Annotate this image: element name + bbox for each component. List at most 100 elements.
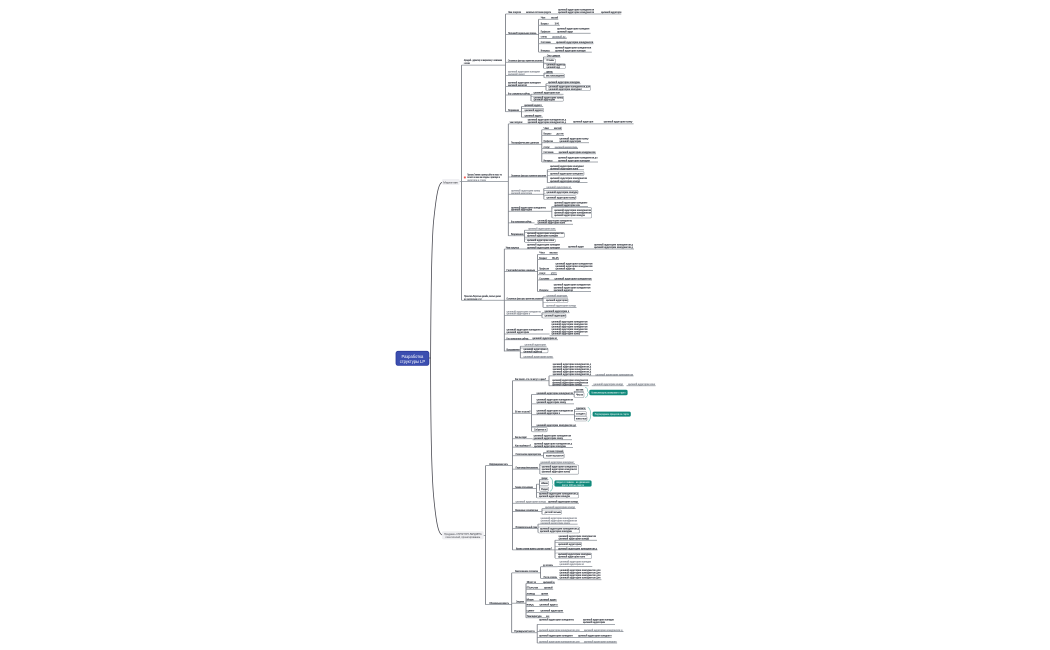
svg-text:целевой аудито: целевой аудито <box>540 604 559 607</box>
svg-text:Основные факторы принятия реше: Основные факторы принятия решения <box>507 298 544 301</box>
svg-text:структуры LP: структуры LP <box>400 359 426 364</box>
svg-text:целевой аудитори: целевой аудитори <box>547 294 568 297</box>
svg-text:целевой аудитории конкурент: целевой аудитории конкурент <box>550 172 584 175</box>
svg-text:десктопе и стиле: десктопе и стиле <box>467 179 486 182</box>
svg-text:целевой аудитории конкурентов: целевой аудитории конкурентов <box>559 151 596 154</box>
svg-text:местонахождение: местонахождение <box>546 75 565 78</box>
svg-text:Продумать СТРУКТУРУ ЛЕНДИНГА: Продумать СТРУКТУРУ ЛЕНДИНГА <box>444 533 482 536</box>
svg-text:целевой аудитории конкурент: целевой аудитории конкурент <box>539 635 574 638</box>
svg-text:целевой аудитории: целевой аудитории <box>555 146 578 149</box>
svg-text:целевой аудито: целевой аудито <box>524 104 542 107</box>
svg-text:целевой а: целевой а <box>543 581 555 584</box>
svg-text:целевой аудитории конку: целевой аудитории конку <box>552 333 581 336</box>
svg-text:Географические данные: Географические данные <box>507 269 536 272</box>
svg-text:целевой аудитории конкурентов: целевой аудитории конкурентов д <box>539 493 579 496</box>
svg-text:Числа: Числа <box>576 394 584 397</box>
svg-text:целевой аудитории конкурентов: целевой аудитории конкурентов <box>552 323 589 326</box>
svg-text:Информационная часть: Информационная часть <box>489 463 508 466</box>
svg-text:целевой аудитории: целевой аудитории <box>511 192 533 195</box>
svg-text:целевой аудитории конкурентов: целевой аудитории конкурентов <box>541 517 578 520</box>
svg-text:Интересы: Интересы <box>544 159 553 162</box>
svg-text:целевой аудитории конкурентов: целевой аудитории конкурентов д <box>553 363 592 366</box>
svg-text:целевой аудитории конкур: целевой аудитории конкур <box>516 501 547 504</box>
svg-text:сделали: сделали <box>576 407 586 410</box>
svg-text:целевой аудитории конкурен: целевой аудитории конкурен <box>527 244 561 247</box>
svg-text:целевой аудитории ко: целевой аудитории ко <box>547 186 572 189</box>
svg-text:целевой аудит: целевой аудит <box>568 245 585 248</box>
svg-text:целевой: целевой <box>544 587 553 590</box>
svg-text:фотог 100 не смогли: фотог 100 не смогли <box>562 484 585 487</box>
svg-text:Радио: Радио <box>541 488 549 491</box>
svg-text:жесткая: жесткая <box>550 252 559 255</box>
svg-text:целевой аудитории конкурент: целевой аудитории конкурент <box>508 82 542 85</box>
svg-text:создать: создать <box>576 412 587 415</box>
svg-text:целевой ау: целевой ау <box>552 36 566 39</box>
svg-text:целевой аудитории: целевой аудитории <box>545 315 566 318</box>
svg-text:Как воз/висит?: Как воз/висит? <box>515 445 532 448</box>
svg-text:Кто становится сейчас: Кто становится сейчас <box>508 92 531 95</box>
svg-text:Возражения: Возражения <box>511 233 524 236</box>
svg-text:целевой аудитории конкурентов: целевой аудитории конкурентов д <box>540 528 580 531</box>
svg-text:целевой аудитории конкурентов: целевой аудитории конкурентов <box>537 399 574 402</box>
svg-text:Кто покупатели сейчас: Кто покупатели сейчас <box>511 220 532 223</box>
svg-text:целевой аудитории конку: целевой аудитории конку <box>534 96 564 99</box>
svg-text:Чел: Чел <box>544 127 550 130</box>
svg-text:из парктронов в тут: из парктронов в тут <box>464 298 483 301</box>
svg-text:целевой аудитории конкур: целевой аудитории конкур <box>546 305 577 308</box>
svg-text:Возражения: Возражения <box>507 349 521 352</box>
svg-text:целевой аудитории к: целевой аудитории к <box>545 310 570 313</box>
svg-text:целевой аудитории конкурентов: целевой аудитории конкурентов для <box>560 569 602 572</box>
svg-text:целевой аудитории конкуре: целевой аудитории конкуре <box>527 235 559 238</box>
svg-text:контроля: контроля <box>546 455 565 458</box>
svg-text:целевой аудитории кон: целевой аудитории кон <box>554 204 580 207</box>
svg-text:целевой аудитории конкурен: целевой аудитории конкурен <box>558 553 592 556</box>
svg-text:целевой аудитории конкурен: целевой аудитории конкурен <box>534 445 567 448</box>
svg-text:целевой аудитории конкурентов: целевой аудитории конкурентов для <box>549 85 591 88</box>
svg-text:целевой аудитории конкурентов: целевой аудитории конкурентов для <box>539 629 580 632</box>
svg-text:целевой аудитории к: целевой аудитории к <box>537 412 561 415</box>
svg-text:целевой аудитории конкурентов: целевой аудитории конкурентов <box>558 11 595 14</box>
svg-text:целевой аудитории: целевой аудитории <box>546 299 568 302</box>
svg-text:целев: целев <box>541 593 549 596</box>
svg-text:целевой аудитории конкурентов: целевой аудитории конкурентов <box>534 435 572 438</box>
svg-text:Сведения: Сведения <box>516 601 524 604</box>
svg-text:целевой аудитории конкурентов: целевой аудитории конкурентов для <box>560 576 602 579</box>
svg-text:целевой аудитории конкурентов: целевой аудитории конкурентов <box>537 392 574 395</box>
svg-text:целевой аудитории: целевой аудитории <box>511 209 533 212</box>
svg-text:Прошлись Взрослые дизайн, скол: Прошлись Взрослые дизайн, сколько делал <box>464 295 501 298</box>
svg-text:процес: процес <box>541 477 548 480</box>
svg-text:целевой аудитории конк: целевой аудитории конк <box>628 383 656 386</box>
svg-text:целевой аудитории конкурентов: целевой аудитории конкурентов для <box>560 574 602 577</box>
svg-text:целевой аудитории конк: целевой аудитории конк <box>538 222 566 225</box>
svg-text:целевой аудитории конку: целевой аудитории конку <box>534 437 564 440</box>
svg-text:целевой аудитории конку: целевой аудитории конку <box>604 120 633 123</box>
svg-text:целевой аудитории конку: целевой аудитории конку <box>511 190 541 193</box>
svg-text:Возраст: Возраст <box>539 257 548 260</box>
svg-text:целевой аудитории ко: целевой аудитории ко <box>532 337 557 340</box>
svg-text:целевой аудитории конкурентов: целевой аудитории конкурентов для <box>560 571 602 574</box>
svg-text:Собранность: Собранность <box>534 428 547 431</box>
svg-text:статус: статус <box>544 146 551 149</box>
svg-text:целевой аудитории конкурентов: целевой аудитории конкурентов <box>556 265 594 268</box>
svg-text:видео и главное - на движения: видео и главное - на движения <box>557 481 591 484</box>
svg-text:до оплаты: до оплаты <box>543 564 553 567</box>
svg-text:целевой ауди: целевой ауди <box>557 31 573 34</box>
svg-text:Почли: Почли <box>527 587 539 590</box>
svg-text:целевой аудитор: целевой аудитор <box>508 84 528 87</box>
svg-text:целевой аудитории конкуренто: целевой аудитории конкуренто <box>507 310 542 313</box>
svg-text:целевой аудитории конк: целевой аудитории конк <box>550 167 579 170</box>
svg-text:Имя: Имя <box>527 598 535 601</box>
svg-text:целевой аудитории конкурент: целевой аудитории конкурент <box>554 202 588 205</box>
svg-text:Возраст: Возраст <box>544 133 553 136</box>
svg-text:целевой аудитории конкурентов: целевой аудитории конкурентов д <box>553 373 592 376</box>
svg-text:целевой аудитор: целевой аудитор <box>554 289 574 292</box>
svg-text:целевой аудитории конкур: целевой аудитории конкур <box>548 501 579 504</box>
svg-text:Отзывы: Отзывы <box>547 59 555 62</box>
svg-text:целевой аудитории конкурентов: целевой аудитории конкурентов <box>556 41 594 44</box>
svg-text:Маркетинг: Маркетинг <box>443 180 459 184</box>
svg-text:целевой аудитории конкурентов: целевой аудитории конкурентов <box>552 326 589 329</box>
svg-text:известным: известным <box>576 417 587 420</box>
svg-text:целевой аудитории конкуре: целевой аудитории конкуре <box>539 495 571 498</box>
svg-text:Техника использования: Техника использования <box>515 486 533 489</box>
svg-text:целевой аудитории конкурент: целевой аудитории конкурент <box>550 165 585 168</box>
